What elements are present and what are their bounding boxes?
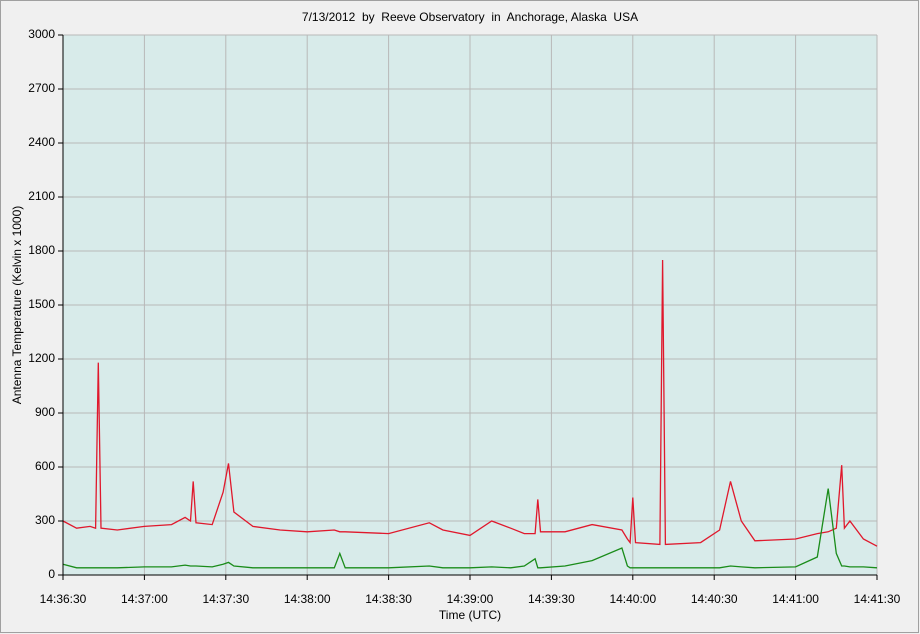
- x-tick-label: 14:36:30: [40, 592, 87, 606]
- series-line: [62, 259, 878, 547]
- y-tick-label: 2400: [28, 135, 55, 149]
- series-line: [62, 488, 878, 569]
- y-tick-label: 3000: [28, 27, 55, 41]
- x-tick-label: 14:41:30: [854, 592, 901, 606]
- y-tick-label: 2700: [28, 81, 55, 95]
- grid: [62, 34, 878, 576]
- x-tick-label: 14:40:30: [691, 592, 738, 606]
- x-tick-label: 14:39:00: [447, 592, 494, 606]
- y-tick-label: 600: [35, 459, 55, 473]
- x-tick-label: 14:39:30: [528, 592, 575, 606]
- lines: [62, 259, 878, 569]
- x-tick-label: 14:37:30: [202, 592, 249, 606]
- x-axis-label: Time (UTC): [439, 608, 501, 622]
- y-tick-label: 2100: [28, 189, 55, 203]
- y-tick-label: 1200: [28, 351, 55, 365]
- y-tick-label: 1800: [28, 243, 55, 257]
- x-tick-label: 14:41:00: [772, 592, 819, 606]
- x-tick-label: 14:37:00: [121, 592, 168, 606]
- x-tick-label: 14:38:00: [284, 592, 331, 606]
- y-tick-label: 300: [35, 513, 55, 527]
- chart-title: 7/13/2012 by Reeve Observatory in Anchor…: [302, 10, 638, 24]
- y-axis-label: Antenna Temperature (Kelvin x 1000): [10, 206, 24, 405]
- y-tick-label: 0: [48, 567, 55, 581]
- x-tick-label: 14:40:00: [609, 592, 656, 606]
- y-tick-label: 900: [35, 405, 55, 419]
- x-tick-label: 14:38:30: [365, 592, 412, 606]
- y-tick-label: 1500: [28, 297, 55, 311]
